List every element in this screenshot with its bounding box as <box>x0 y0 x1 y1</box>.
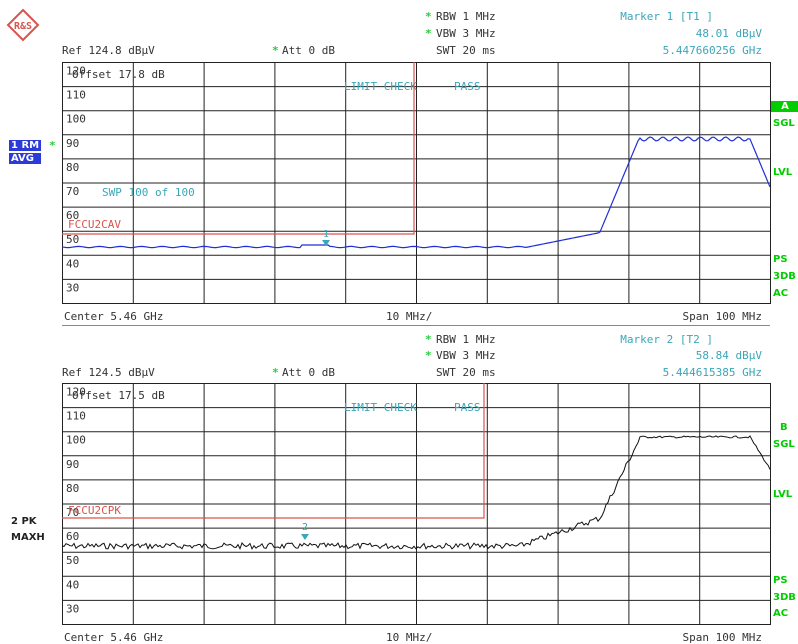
lower-y-tick-label: 110 <box>66 410 86 423</box>
grid-upper <box>62 62 771 304</box>
vbw-coupled-star-lower: * <box>425 349 432 362</box>
lower-y-tick-label: 60 <box>66 530 79 543</box>
att-coupled-star-lower: * <box>272 366 279 379</box>
ref-level-upper: Ref 124.8 dBµV <box>62 44 155 57</box>
lvl-indicator-lower: LVL <box>773 489 793 500</box>
lower-y-tick-label: 30 <box>66 602 79 615</box>
freq-div-upper: 10 MHz/ <box>386 310 433 323</box>
sgl-indicator-lower: SGL <box>773 439 795 450</box>
upper-y-tick-label: 80 <box>66 161 79 174</box>
center-freq-upper: Center 5.46 GHz <box>64 310 164 323</box>
center-freq-lower: Center 5.46 GHz <box>64 631 164 644</box>
trace-mode-lower: 2 PK <box>11 516 37 527</box>
upper-y-tick-label: 120 <box>66 65 86 78</box>
vbw-label-upper: VBW 3 MHz <box>436 27 496 40</box>
upper-y-tick-label: 40 <box>66 257 79 270</box>
marker-2-icon[interactable] <box>301 534 309 540</box>
limit-line-label-lower: FCCU2CPK <box>68 504 121 517</box>
screen-a-indicator: A <box>771 101 798 112</box>
lower-y-tick-label: 80 <box>66 482 79 495</box>
spectrum-plot-upper: 120 110 100 90 80 70 60 50 40 30 Offset 17.8 dB L… <box>61 62 771 304</box>
limit-check-label-lower: LIMIT CHECK <box>344 401 417 414</box>
trace-star-upper: * <box>49 139 56 152</box>
limit-check-label-upper: LIMIT CHECK <box>344 80 417 93</box>
rbw-coupled-star-lower: * <box>425 333 432 346</box>
ref-level-lower: Ref 124.5 dBµV <box>62 366 155 379</box>
limit-line-lower <box>62 383 485 519</box>
ps-indicator-upper: PS <box>773 254 788 265</box>
trace-detector-lower: MAXH <box>11 532 45 543</box>
limit-check-result-upper: PASS <box>454 80 481 93</box>
swt-label-upper: SWT 20 ms <box>436 44 496 57</box>
trace-1-average <box>61 136 771 249</box>
ac-indicator-upper: AC <box>773 288 789 299</box>
limit-line-upper <box>62 62 415 235</box>
rs-logo: R&S <box>6 8 40 42</box>
marker-title-upper: Marker 1 [T1 ] <box>620 10 713 23</box>
3db-indicator-upper: 3DB <box>773 271 796 282</box>
offset-label-upper: Offset 17.8 dB <box>72 68 165 81</box>
marker-2-number: 2 <box>302 522 308 533</box>
upper-y-tick-label: 50 <box>66 233 79 246</box>
freq-div-lower: 10 MHz/ <box>386 631 433 644</box>
rbw-coupled-star-upper: * <box>425 10 432 23</box>
sweep-count-upper: SWP 100 of 100 <box>102 186 195 199</box>
lower-y-tick-label: 40 <box>66 578 79 591</box>
upper-y-tick-label: 70 <box>66 185 79 198</box>
grid-lower <box>62 383 771 625</box>
marker-level-lower: 58.84 dBµV <box>695 349 762 362</box>
marker-level-upper: 48.01 dBµV <box>695 27 762 40</box>
lower-y-tick-label: 50 <box>66 554 79 567</box>
trace-2-maxhold <box>61 435 771 551</box>
rbw-label-upper: RBW 1 MHz <box>436 10 496 23</box>
span-upper: Span 100 MHz <box>682 310 762 323</box>
offset-label-lower: Offset 17.5 dB <box>72 389 165 402</box>
upper-y-tick-label: 110 <box>66 89 86 102</box>
att-coupled-star-upper: * <box>272 44 279 57</box>
lower-y-tick-label: 100 <box>66 434 86 447</box>
upper-y-tick-label: 60 <box>66 209 79 222</box>
rbw-label-lower: RBW 1 MHz <box>436 333 496 346</box>
ps-indicator-lower: PS <box>773 575 788 586</box>
trace-mode-upper: 1 RM <box>9 140 42 151</box>
swt-label-lower: SWT 20 ms <box>436 366 496 379</box>
upper-y-tick-label: 100 <box>66 113 86 126</box>
ac-indicator-lower: AC <box>773 608 789 619</box>
screen-b-indicator: B <box>780 422 788 433</box>
sgl-indicator-upper: SGL <box>773 118 795 129</box>
lower-y-tick-label: 90 <box>66 458 79 471</box>
trace-tag-upper: 1 RM AVG <box>9 140 42 164</box>
upper-y-tick-label: 90 <box>66 137 79 150</box>
vbw-label-lower: VBW 3 MHz <box>436 349 496 362</box>
marker-title-lower: Marker 2 [T2 ] <box>620 333 713 346</box>
att-label-lower: Att 0 dB <box>282 366 335 379</box>
trace-tag-lower: 2 PK MAXH <box>11 516 45 543</box>
vbw-coupled-star-upper: * <box>425 27 432 40</box>
span-lower: Span 100 MHz <box>682 631 762 644</box>
upper-y-tick-label: 30 <box>66 281 79 294</box>
marker-freq-lower: 5.444615385 GHz <box>662 366 762 379</box>
lvl-indicator-upper: LVL <box>773 167 793 178</box>
y-axis-labels-lower: 120 110 100 90 80 70 60 50 40 30 <box>66 386 86 616</box>
trace-detector-upper: AVG <box>9 153 42 164</box>
3db-indicator-lower: 3DB <box>773 592 796 603</box>
att-label-upper: Att 0 dB <box>282 44 335 57</box>
screen-divider <box>62 325 770 326</box>
lower-y-tick-label: 70 <box>66 506 79 519</box>
limit-line-label-upper: FCCU2CAV <box>68 218 121 231</box>
marker-1-icon[interactable] <box>322 240 330 246</box>
lower-y-tick-label: 120 <box>66 386 86 399</box>
marker-1-number: 1 <box>323 229 329 240</box>
marker-freq-upper: 5.447660256 GHz <box>662 44 762 57</box>
logo-letters: R&S <box>14 21 32 32</box>
y-axis-labels-upper: 120 110 100 90 80 70 60 50 40 30 <box>66 65 86 295</box>
limit-check-result-lower: PASS <box>454 401 481 414</box>
